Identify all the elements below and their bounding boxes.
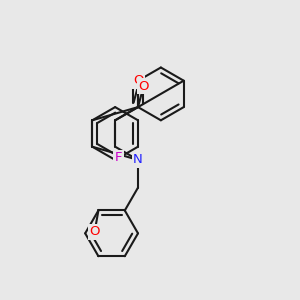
- Text: O: O: [133, 74, 143, 87]
- Text: F: F: [115, 152, 122, 164]
- Text: O: O: [89, 225, 100, 238]
- Text: N: N: [133, 153, 143, 167]
- Text: O: O: [138, 80, 149, 93]
